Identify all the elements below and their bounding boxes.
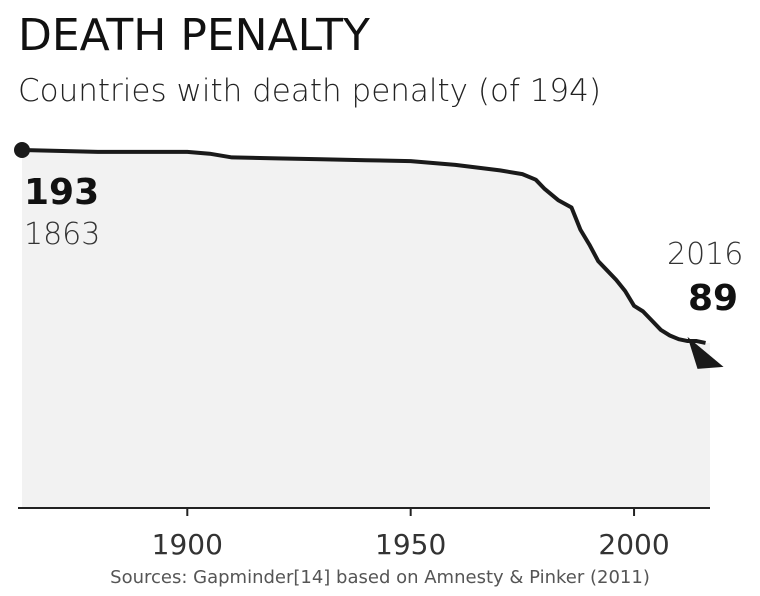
source-note: Sources: Gapminder[14] based on Amnesty … — [110, 567, 650, 588]
chart-subtitle: Countries with death penalty (of 194) — [18, 73, 601, 109]
end-arrowhead — [687, 336, 724, 369]
area-fill — [22, 150, 710, 508]
x-tick-label-1950: 1950 — [375, 528, 446, 561]
x-tick-label-2000: 2000 — [598, 528, 669, 561]
end-year-label: 2016 — [667, 237, 743, 272]
series-line — [21, 148, 706, 345]
start-year-label: 1863 — [24, 217, 100, 252]
end-value-label: 89 — [688, 278, 738, 319]
start-point-dot — [14, 142, 30, 158]
x-tick-label-1900: 1900 — [152, 528, 223, 561]
start-value-label: 193 — [24, 172, 99, 213]
chart-title: DEATH PENALTY — [18, 10, 370, 61]
